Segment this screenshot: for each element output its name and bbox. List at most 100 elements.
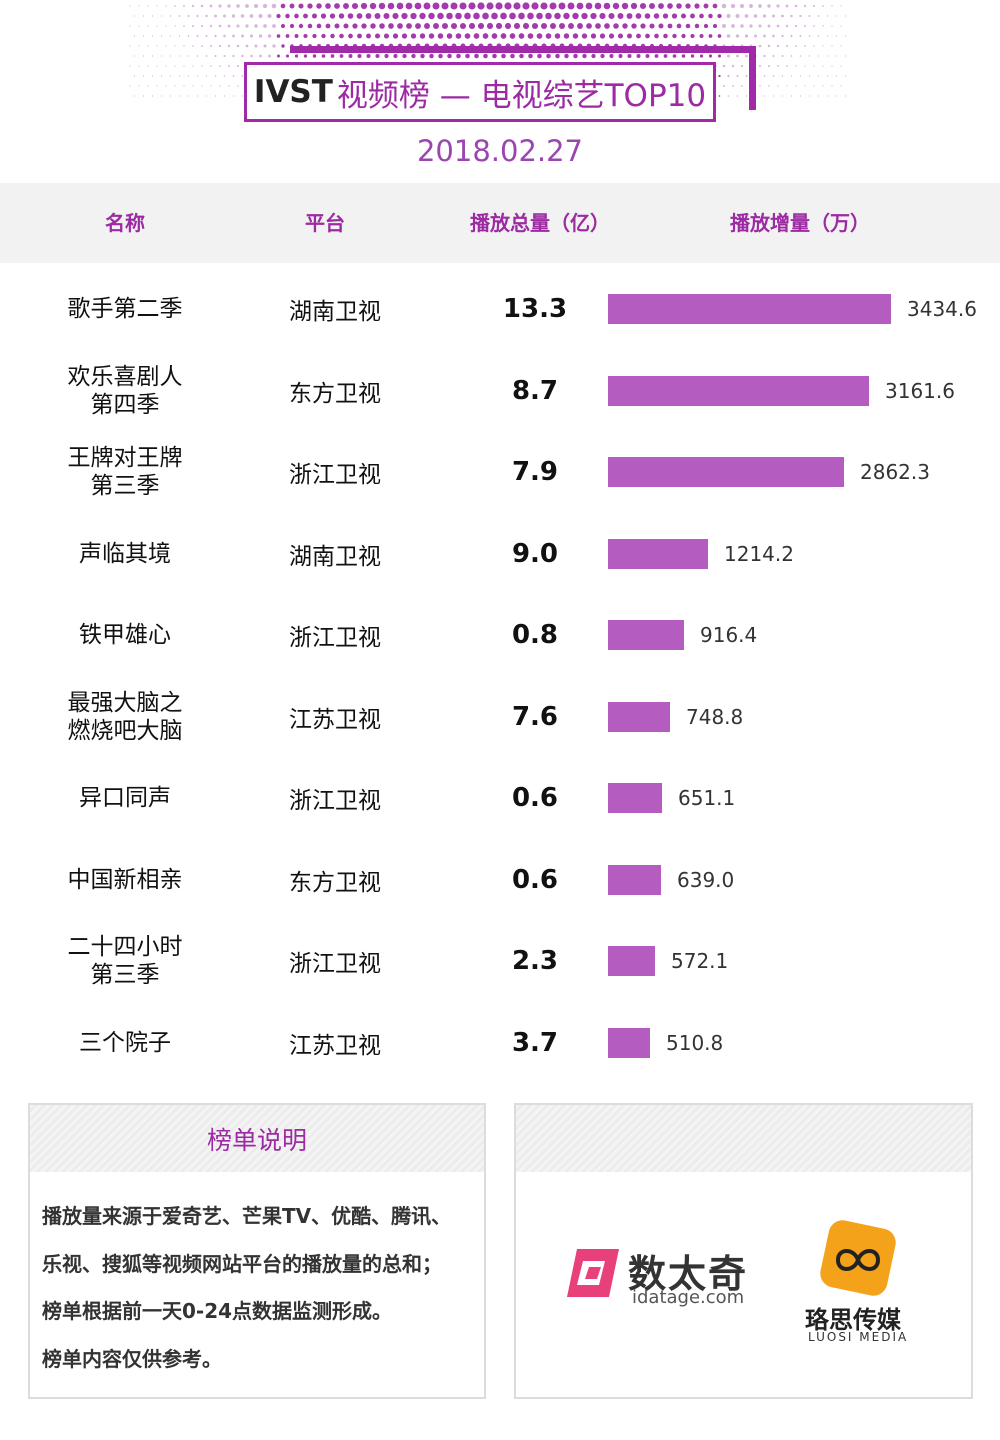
- decorative-dot: [785, 24, 789, 28]
- decorative-dot: [799, 75, 802, 77]
- luosi-logo-name: 珞思传媒: [805, 1306, 901, 1334]
- decorative-dot: [174, 5, 176, 7]
- decorative-dot: [156, 65, 158, 67]
- decorative-dot: [249, 14, 254, 18]
- decorative-dot: [423, 2, 431, 10]
- decorative-dot: [303, 33, 308, 39]
- decorative-dot: [831, 45, 833, 47]
- decorative-dot: [209, 24, 213, 28]
- decorative-dot: [799, 14, 802, 18]
- decorative-dot: [662, 13, 669, 19]
- show-name-label: 最强大脑之燃烧吧大脑: [67, 689, 183, 744]
- note-line: 榜单内容仅供参考。: [42, 1347, 222, 1371]
- decorative-dot: [727, 54, 730, 58]
- decorative-dot: [492, 53, 497, 59]
- increase-bar: [608, 946, 655, 976]
- total-plays: 13.3: [502, 294, 568, 324]
- increase-bar: [608, 538, 708, 569]
- decorative-dot: [635, 13, 642, 19]
- decorative-dot: [527, 33, 534, 39]
- decorative-dot: [325, 23, 331, 29]
- decorative-dot: [276, 13, 281, 19]
- decorative-dot: [165, 25, 167, 27]
- increase-bar: [608, 294, 891, 324]
- decorative-dot: [649, 3, 655, 9]
- show-name: 二十四小时第三季: [30, 921, 220, 1001]
- decorative-dot: [730, 3, 736, 9]
- decorative-dot: [758, 44, 762, 48]
- decorative-dot: [178, 35, 181, 37]
- decorative-dot: [357, 33, 362, 39]
- note-line: 播放量来源于爱奇艺、芒果TV、优酷、腾讯、: [42, 1204, 452, 1228]
- decorative-dot: [491, 12, 498, 20]
- decorative-dot: [739, 3, 745, 9]
- decorative-dot: [142, 35, 145, 37]
- idatage-logo-icon: [567, 1249, 619, 1297]
- decorative-dot: [201, 45, 203, 47]
- decorative-dot: [754, 34, 757, 38]
- show-name-label: 二十四小时第三季: [67, 934, 183, 988]
- decorative-dot: [804, 65, 806, 67]
- decorative-dot: [174, 25, 176, 27]
- decorative-dot: [599, 12, 606, 20]
- decorative-dot: [227, 24, 231, 28]
- decorative-dot: [129, 5, 131, 7]
- decorative-dot: [840, 45, 842, 47]
- decorative-dot: [151, 55, 154, 57]
- decorative-dot: [658, 3, 664, 9]
- decorative-dot: [169, 15, 172, 17]
- decorative-dot: [210, 45, 212, 47]
- decorative-dot: [663, 33, 668, 39]
- decorative-dot: [767, 24, 771, 28]
- decorative-dot: [347, 13, 354, 19]
- decorative-dot: [192, 65, 194, 67]
- decorative-dot: [736, 54, 739, 58]
- decorative-dot: [316, 23, 322, 29]
- decorative-dot: [455, 33, 462, 39]
- decorative-dot: [612, 2, 620, 10]
- decorative-dot: [549, 2, 557, 10]
- decorative-dot: [432, 2, 440, 10]
- decorative-dot: [708, 54, 713, 58]
- decorative-dot: [817, 35, 820, 37]
- decorative-dot: [214, 55, 217, 57]
- decorative-dot: [285, 34, 290, 38]
- decorative-dot: [267, 13, 272, 19]
- decorative-dot: [723, 85, 725, 87]
- decorative-dot: [822, 45, 824, 47]
- decorative-dot: [740, 64, 744, 68]
- decorative-dot: [826, 55, 829, 57]
- total-plays: 7.9: [511, 457, 559, 487]
- decorative-dot: [495, 2, 503, 10]
- decorative-dot: [374, 33, 381, 39]
- decorative-dot: [627, 53, 632, 59]
- decorative-dot: [581, 33, 588, 39]
- decorative-dot: [840, 5, 842, 7]
- decorative-dot: [438, 53, 443, 59]
- decorative-dot: [808, 75, 811, 77]
- increase-value-label: 3434.6: [907, 297, 977, 321]
- decorative-dot: [554, 33, 561, 39]
- decorative-dot: [187, 95, 190, 97]
- decorative-dot: [626, 13, 633, 19]
- decorative-dot: [223, 34, 226, 38]
- decorative-dot: [250, 54, 253, 58]
- platform-name: 湖南卫视: [289, 299, 381, 325]
- decorative-dot: [744, 14, 749, 18]
- total-plays: 9.0: [511, 538, 559, 569]
- decorative-dot: [795, 65, 797, 67]
- decorative-dot: [477, 22, 485, 30]
- decorative-dot: [249, 34, 254, 38]
- decorative-dot: [236, 64, 240, 68]
- title-frame: [244, 62, 716, 122]
- decorative-dot: [771, 14, 776, 18]
- decorative-dot: [272, 44, 276, 48]
- decorative-dot: [681, 33, 686, 39]
- decorative-dot: [343, 3, 349, 9]
- decorative-dot: [474, 53, 479, 59]
- decorative-dot: [483, 53, 488, 59]
- decorative-dot: [591, 53, 596, 59]
- decorative-dot: [280, 23, 286, 29]
- decorative-dot: [227, 44, 231, 48]
- decorative-dot: [187, 15, 190, 17]
